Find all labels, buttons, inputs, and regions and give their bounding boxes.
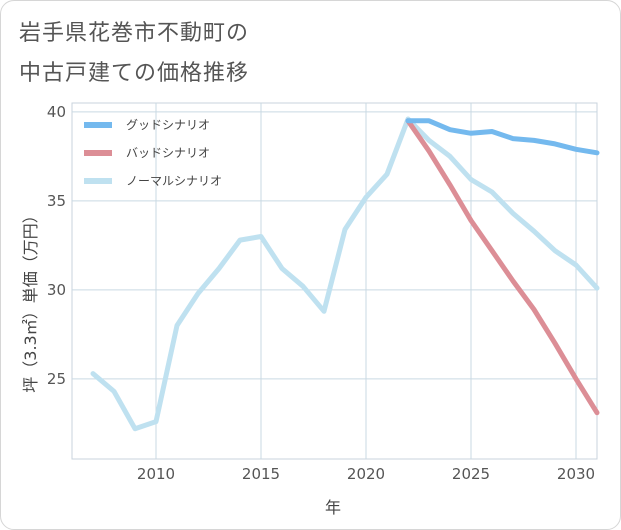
series-line-2 bbox=[90, 116, 600, 432]
series-line-0 bbox=[405, 118, 600, 156]
x-tick-label: 2015 bbox=[242, 465, 280, 483]
y-tick-label: 40 bbox=[47, 103, 66, 121]
series-lines bbox=[90, 116, 600, 432]
tick-labels: 2010 2015 2020 2025 2030 25 30 35 40 bbox=[47, 103, 595, 483]
series-line-1 bbox=[405, 118, 600, 416]
x-tick-label: 2020 bbox=[347, 465, 385, 483]
y-tick-label: 30 bbox=[47, 281, 66, 299]
x-axis-label: 年 bbox=[325, 498, 341, 517]
grid bbox=[71, 102, 598, 460]
y-tick-label: 35 bbox=[47, 192, 66, 210]
legend-label: ノーマルシナリオ bbox=[126, 174, 222, 188]
y-tick-label: 25 bbox=[47, 370, 66, 388]
x-tick-label: 2030 bbox=[557, 465, 595, 483]
legend-label: グッドシナリオ bbox=[126, 118, 210, 132]
legend-label: バッドシナリオ bbox=[126, 146, 210, 160]
x-tick-label: 2010 bbox=[137, 465, 175, 483]
y-axis-label: 坪（3.3㎡）単価（万円） bbox=[21, 207, 40, 392]
chart-title-line-1: 岩手県花巻市不動町の bbox=[19, 21, 250, 46]
plot-frame bbox=[71, 102, 598, 460]
chart-title-line-2: 中古戸建ての価格推移 bbox=[19, 61, 250, 86]
x-tick-label: 2025 bbox=[452, 465, 490, 483]
